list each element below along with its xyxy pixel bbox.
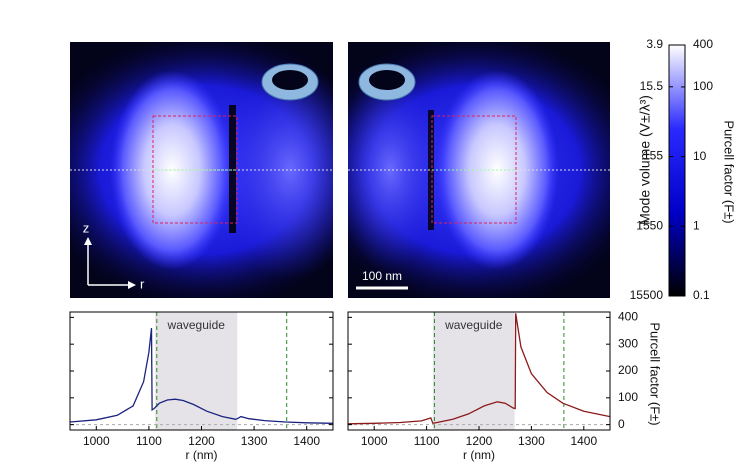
- waveguide-region: [155, 312, 238, 430]
- y-tick-label: 1: [693, 218, 700, 232]
- x-tick-label: 1300: [518, 434, 545, 448]
- x-tick-label: 1400: [293, 434, 320, 448]
- y-tick-label: 10: [693, 149, 707, 163]
- axis-r-label: r: [140, 276, 145, 291]
- x-tick-label: 1200: [466, 434, 493, 448]
- colorbar: [668, 44, 686, 297]
- y2-tick-label: 1550: [636, 218, 663, 232]
- x-axis-label: r (nm): [463, 448, 495, 462]
- field-map-left: [70, 42, 333, 298]
- field-map-right: [348, 42, 610, 298]
- x-tick-label: 1100: [414, 434, 440, 448]
- y2-tick-label: 155: [643, 149, 663, 163]
- y2-tick-label: 3.9: [646, 37, 663, 51]
- data-line: [347, 313, 611, 425]
- x-tick-label: 1400: [570, 434, 597, 448]
- y-tick-label: 300: [618, 336, 638, 350]
- y-tick-label: 400: [618, 310, 638, 324]
- y-tick-label: 400: [693, 37, 713, 51]
- y-axis-label: Purcell factor (F±): [722, 120, 737, 223]
- y2-tick-label: 15500: [630, 288, 664, 302]
- axis-z-label: z: [83, 220, 90, 235]
- annotation: waveguide: [444, 318, 503, 332]
- x-tick-label: 1100: [136, 434, 162, 448]
- x-tick-label: 1300: [241, 434, 268, 448]
- y2-tick-label: 15.5: [640, 79, 664, 93]
- data-line: [69, 328, 334, 424]
- y-tick-label: 0: [618, 417, 625, 431]
- x-tick-label: 1000: [361, 434, 388, 448]
- waveguide-region: [432, 312, 515, 430]
- y-tick-label: 100: [693, 79, 713, 93]
- x-tick-label: 1000: [83, 434, 110, 448]
- y2-axis-label: Mode volume (V±/λ³): [637, 95, 653, 225]
- x-tick-label: 1200: [188, 434, 215, 448]
- y-tick-label: 100: [618, 390, 638, 404]
- x-axis-label: r (nm): [186, 448, 218, 462]
- scale-bar-label: 100 nm: [362, 269, 402, 283]
- y-tick-label: 0.1: [693, 288, 710, 302]
- annotation: waveguide: [167, 318, 226, 332]
- y-tick-label: 200: [618, 363, 638, 377]
- y-axis-label: Purcell factor (F±): [648, 322, 663, 425]
